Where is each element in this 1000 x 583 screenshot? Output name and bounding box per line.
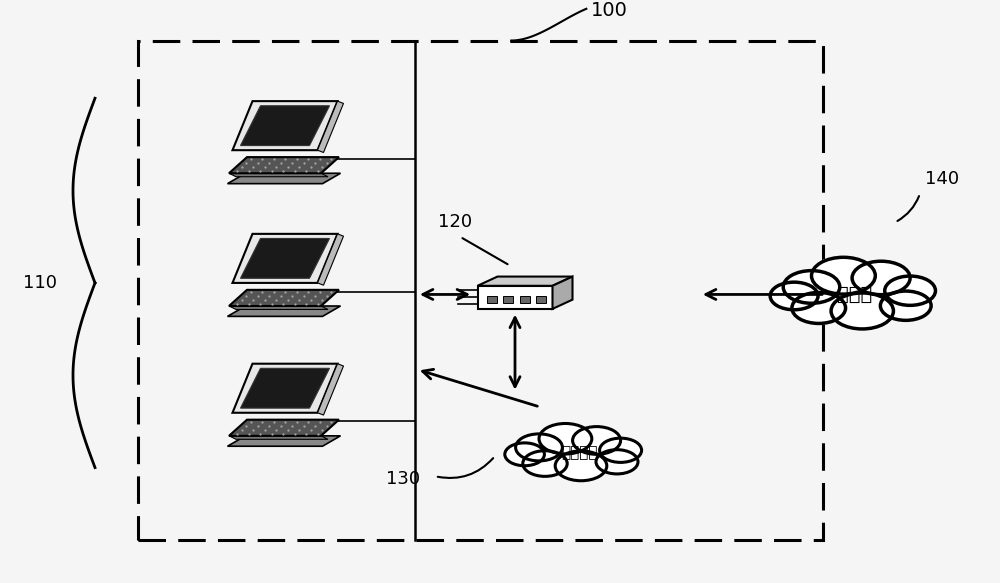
FancyBboxPatch shape — [520, 296, 530, 303]
Circle shape — [554, 450, 608, 482]
FancyBboxPatch shape — [536, 296, 546, 303]
Circle shape — [599, 438, 643, 463]
Polygon shape — [229, 436, 328, 440]
Circle shape — [883, 275, 937, 306]
Text: 110: 110 — [23, 274, 57, 292]
FancyBboxPatch shape — [478, 286, 552, 309]
Polygon shape — [229, 290, 339, 306]
Circle shape — [830, 292, 895, 330]
Circle shape — [538, 423, 593, 455]
Polygon shape — [229, 306, 328, 310]
Text: 140: 140 — [925, 170, 959, 188]
Circle shape — [851, 261, 912, 296]
Circle shape — [541, 434, 609, 473]
Circle shape — [791, 292, 847, 324]
Circle shape — [810, 257, 877, 295]
Polygon shape — [229, 420, 339, 436]
Polygon shape — [241, 106, 330, 146]
Polygon shape — [478, 276, 572, 286]
Polygon shape — [318, 101, 344, 153]
Polygon shape — [229, 173, 328, 177]
Text: 120: 120 — [438, 213, 472, 231]
Polygon shape — [318, 364, 344, 415]
Polygon shape — [232, 234, 338, 283]
FancyBboxPatch shape — [487, 296, 497, 303]
Polygon shape — [229, 157, 339, 173]
Polygon shape — [241, 238, 330, 278]
Circle shape — [814, 271, 896, 318]
Polygon shape — [232, 364, 338, 413]
Circle shape — [504, 442, 545, 466]
Text: 因特网: 因特网 — [837, 285, 873, 304]
Polygon shape — [228, 306, 340, 317]
Circle shape — [782, 270, 841, 304]
Polygon shape — [232, 101, 338, 150]
Circle shape — [595, 449, 639, 475]
Polygon shape — [228, 436, 340, 446]
Circle shape — [514, 433, 564, 462]
Circle shape — [879, 290, 932, 321]
Polygon shape — [552, 276, 572, 309]
Circle shape — [522, 450, 568, 477]
FancyBboxPatch shape — [503, 296, 513, 303]
Text: 100: 100 — [591, 1, 628, 20]
Circle shape — [769, 282, 819, 311]
Circle shape — [571, 426, 622, 455]
Polygon shape — [241, 368, 330, 408]
Polygon shape — [318, 234, 344, 285]
Polygon shape — [228, 173, 340, 184]
Text: 130: 130 — [386, 470, 420, 488]
Text: 缓存系统: 缓存系统 — [562, 445, 598, 461]
